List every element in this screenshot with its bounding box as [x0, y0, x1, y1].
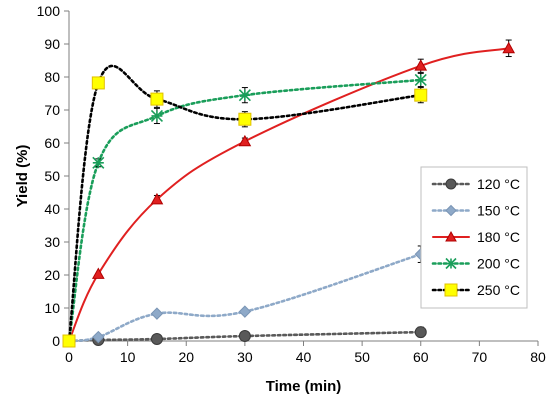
x-tick-label: 50	[354, 349, 370, 365]
x-tick-label: 0	[65, 349, 73, 365]
y-tick-label: 100	[37, 3, 61, 19]
y-axis-title: Yield (%)	[14, 145, 31, 208]
y-tick-label: 70	[44, 102, 60, 118]
y-tick-label: 90	[44, 36, 60, 52]
x-tick-label: 60	[413, 349, 429, 365]
data-point	[414, 88, 428, 102]
data-point	[150, 192, 164, 205]
y-tick-label: 20	[44, 267, 60, 283]
legend-label: 200 °C	[477, 256, 520, 272]
data-point	[150, 307, 164, 320]
data-point	[62, 334, 76, 348]
data-point	[414, 59, 428, 71]
legend-swatch-marker	[445, 257, 457, 270]
data-point	[92, 156, 105, 169]
y-tick-label: 30	[44, 234, 60, 250]
data-point	[150, 333, 163, 346]
legend-label: 250 °C	[477, 282, 520, 298]
data-point	[150, 109, 164, 123]
legend-swatch-marker	[445, 204, 457, 217]
y-tick-label: 60	[44, 135, 60, 151]
legend-label: 120 °C	[477, 176, 520, 192]
data-point	[502, 41, 516, 54]
series-line-4	[67, 64, 423, 343]
data-point	[150, 92, 164, 106]
y-tick-label: 50	[44, 168, 60, 184]
legend-swatch-marker	[445, 230, 457, 242]
data-point	[238, 89, 251, 102]
data-point	[238, 305, 252, 318]
legend-label: 180 °C	[477, 229, 520, 245]
data-point	[91, 76, 105, 90]
y-tick-label: 40	[44, 201, 60, 217]
x-tick-label: 80	[530, 349, 546, 365]
x-tick-label: 30	[237, 349, 253, 365]
legend-swatch-marker	[444, 283, 458, 297]
data-point	[238, 134, 252, 147]
x-axis-title: Time (min)	[266, 378, 342, 395]
data-point	[414, 326, 427, 339]
y-tick-label: 10	[44, 300, 60, 316]
x-tick-label: 40	[296, 349, 312, 365]
y-tick-label: 80	[44, 69, 60, 85]
data-point	[92, 330, 105, 344]
data-point	[414, 73, 427, 87]
x-tick-label: 20	[178, 349, 194, 365]
x-tick-label: 10	[120, 349, 136, 365]
legend-label: 150 °C	[477, 203, 520, 219]
series-line-1	[67, 252, 423, 343]
y-tick-label: 0	[52, 333, 60, 349]
legend-swatch-marker	[445, 178, 457, 190]
data-point	[238, 330, 251, 343]
data-point	[91, 267, 105, 279]
x-tick-label: 70	[472, 349, 488, 365]
data-point	[238, 112, 252, 126]
